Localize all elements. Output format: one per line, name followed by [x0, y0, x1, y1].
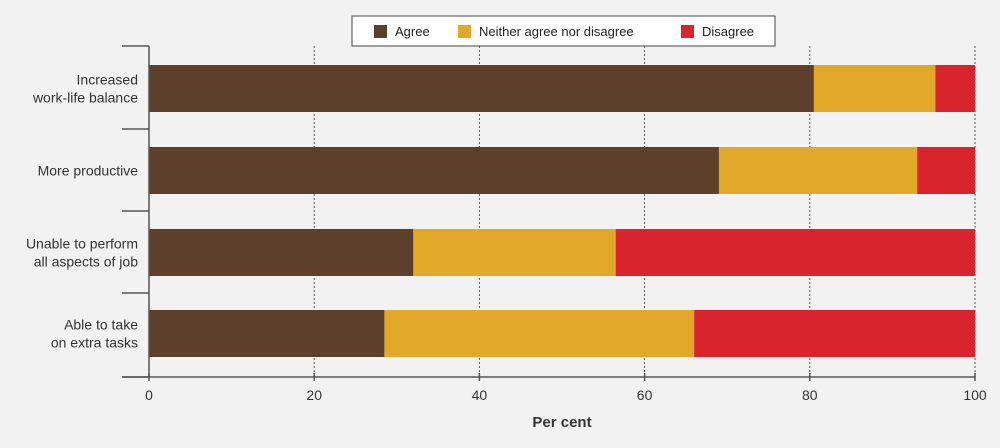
- x-tick-label-40: 40: [472, 387, 488, 403]
- legend-swatch-agree: [374, 25, 387, 38]
- x-tick-label-80: 80: [802, 387, 818, 403]
- x-tick-label-100: 100: [963, 387, 987, 403]
- category-label-1-line-1: Increased: [77, 72, 138, 88]
- bar-1-disagree: [935, 65, 975, 112]
- bar-2-agree: [149, 147, 719, 194]
- x-tick-label-60: 60: [637, 387, 653, 403]
- legend-label-agree: Agree: [395, 24, 430, 39]
- bar-3-disagree: [616, 229, 975, 276]
- bar-4-agree: [149, 310, 384, 357]
- bar-1-neither-agree-nor-disagree: [814, 65, 935, 112]
- bar-4-neither-agree-nor-disagree: [384, 310, 694, 357]
- bar-2-neither-agree-nor-disagree: [719, 147, 917, 194]
- x-tick-label-20: 20: [306, 387, 322, 403]
- category-label-3-line-1: Unable to perform: [26, 236, 138, 252]
- category-label-3-line-2: all aspects of job: [34, 254, 138, 270]
- bar-2-disagree: [917, 147, 975, 194]
- legend-swatch-neither-agree-nor-disagree: [458, 25, 471, 38]
- bar-3-neither-agree-nor-disagree: [413, 229, 615, 276]
- legend-label-disagree: Disagree: [702, 24, 754, 39]
- category-label-1-line-2: work-life balance: [32, 90, 138, 106]
- bar-4-disagree: [694, 310, 975, 357]
- legend-label-neither-agree-nor-disagree: Neither agree nor disagree: [479, 24, 634, 39]
- x-axis-title: Per cent: [532, 414, 591, 431]
- category-label-4-line-1: Able to take: [64, 317, 138, 333]
- category-label-2: More productive: [38, 163, 139, 179]
- category-label-4-line-2: on extra tasks: [51, 335, 138, 351]
- bar-3-agree: [149, 229, 413, 276]
- bar-1-agree: [149, 65, 814, 112]
- x-tick-label-0: 0: [145, 387, 153, 403]
- legend-swatch-disagree: [681, 25, 694, 38]
